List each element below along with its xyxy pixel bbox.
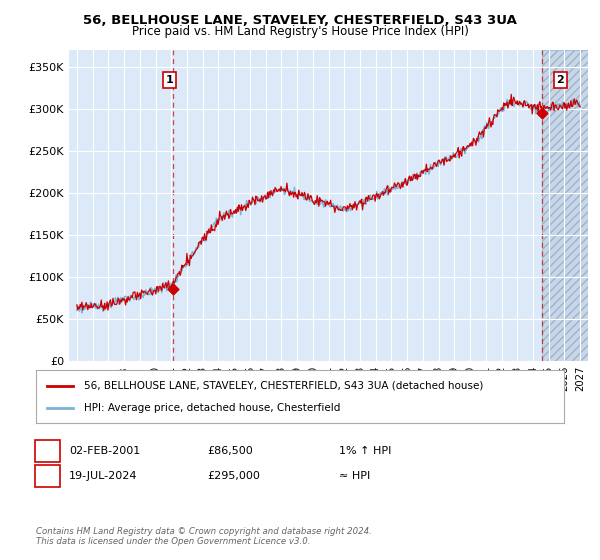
Text: £86,500: £86,500 [207,446,253,456]
Text: 56, BELLHOUSE LANE, STAVELEY, CHESTERFIELD, S43 3UA (detached house): 56, BELLHOUSE LANE, STAVELEY, CHESTERFIE… [83,381,483,390]
Text: 2: 2 [43,469,52,483]
Text: £295,000: £295,000 [207,471,260,481]
Text: HPI: Average price, detached house, Chesterfield: HPI: Average price, detached house, Ches… [83,403,340,413]
Bar [542,50,588,361]
Text: 1% ↑ HPI: 1% ↑ HPI [339,446,391,456]
Text: 1: 1 [166,75,173,85]
Point [537,109,547,118]
Text: Contains HM Land Registry data © Crown copyright and database right 2024.
This d: Contains HM Land Registry data © Crown c… [36,526,372,546]
Text: 2: 2 [557,75,565,85]
Text: 02-FEB-2001: 02-FEB-2001 [69,446,140,456]
Bar [542,50,588,361]
Text: 56, BELLHOUSE LANE, STAVELEY, CHESTERFIELD, S43 3UA: 56, BELLHOUSE LANE, STAVELEY, CHESTERFIE… [83,14,517,27]
Text: ≈ HPI: ≈ HPI [339,471,370,481]
Text: Price paid vs. HM Land Registry's House Price Index (HPI): Price paid vs. HM Land Registry's House … [131,25,469,38]
Text: 19-JUL-2024: 19-JUL-2024 [69,471,137,481]
Text: 1: 1 [43,444,52,458]
Point [168,284,178,293]
